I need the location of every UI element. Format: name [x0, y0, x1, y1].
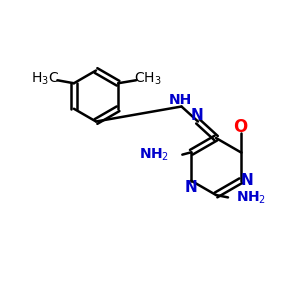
Text: N: N	[190, 108, 203, 123]
Text: NH$_2$: NH$_2$	[236, 190, 267, 206]
Text: N: N	[185, 180, 198, 195]
Text: NH: NH	[168, 94, 192, 107]
Text: NH$_2$: NH$_2$	[139, 147, 169, 164]
Text: O: O	[234, 118, 248, 136]
Text: CH$_3$: CH$_3$	[134, 70, 161, 87]
Text: N: N	[241, 173, 254, 188]
Text: H$_3$C: H$_3$C	[31, 70, 59, 87]
